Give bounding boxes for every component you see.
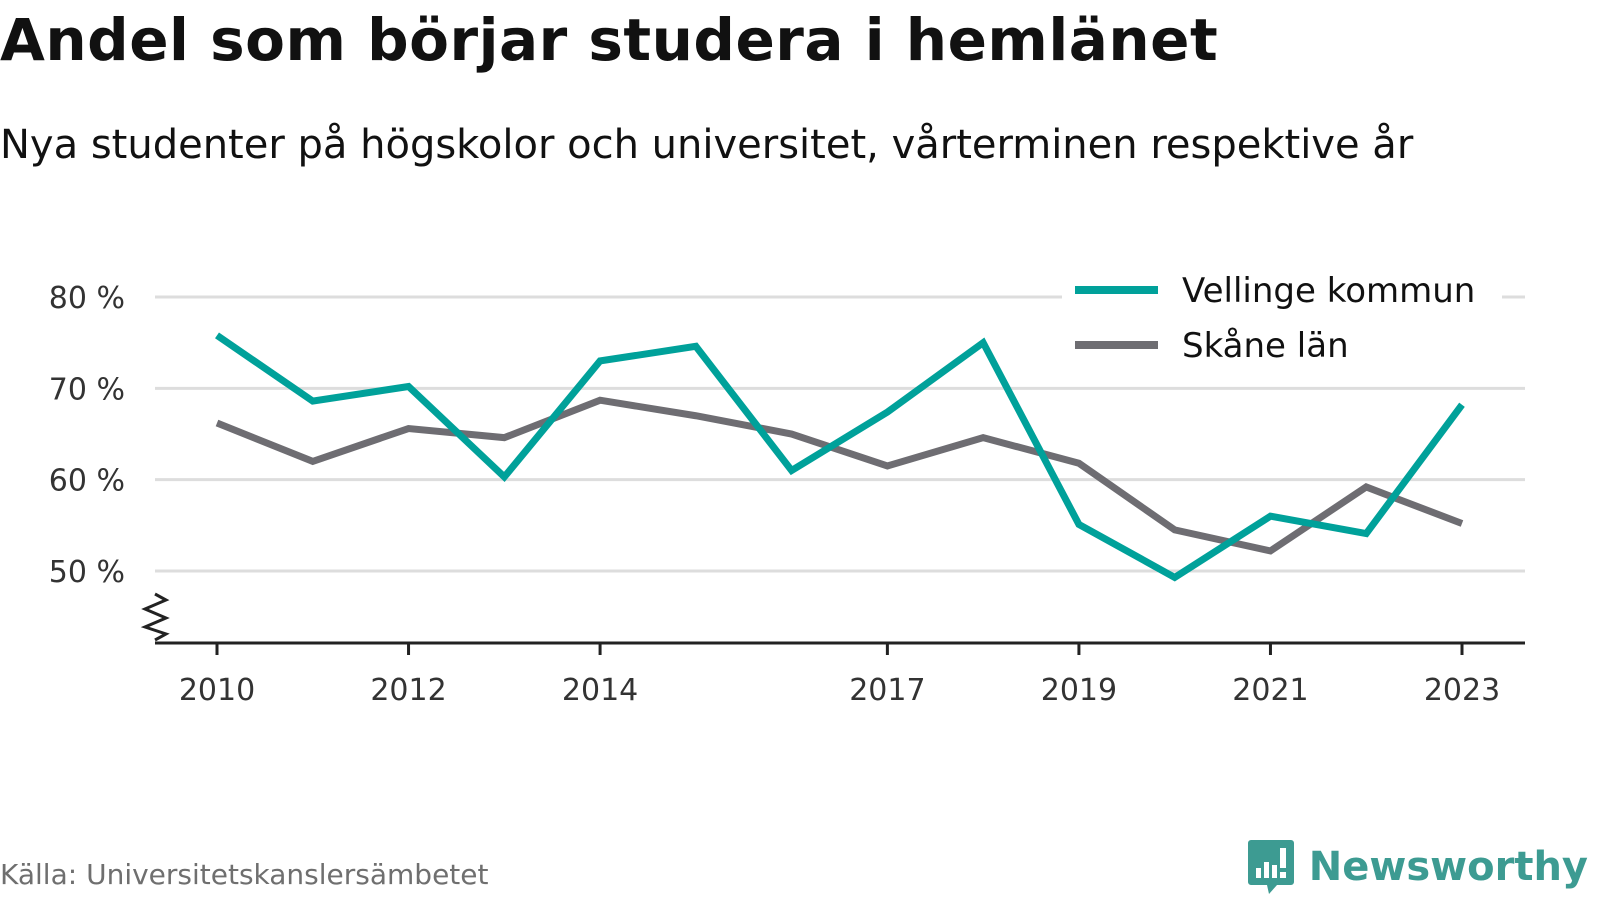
chart-title: Andel som börjar studera i hemlänet xyxy=(0,6,1219,74)
x-tick-label: 2014 xyxy=(562,673,638,708)
brand-logo: Newsworthy xyxy=(1247,838,1588,896)
source-note: Källa: Universitetskanslersämbetet xyxy=(0,858,489,891)
series-lines xyxy=(215,332,1465,582)
y-tick-label: 60 % xyxy=(49,464,125,499)
legend-label-skane: Skåne län xyxy=(1182,326,1349,366)
x-tick-label: 2012 xyxy=(370,673,446,708)
brand-name: Newsworthy xyxy=(1308,844,1588,890)
y-tick-label: 70 % xyxy=(49,372,125,407)
legend: Vellinge kommun Skåne län xyxy=(1062,262,1502,380)
legend-background xyxy=(1062,262,1502,380)
y-tick-label: 80 % xyxy=(49,281,125,316)
x-axis-tick-labels: 2010 2012 2014 2017 2019 2021 2023 xyxy=(179,643,1500,708)
x-tick-label: 2019 xyxy=(1041,673,1117,708)
series-line-skane xyxy=(215,396,1464,555)
x-tick-label: 2021 xyxy=(1232,673,1308,708)
x-tick-label: 2023 xyxy=(1424,673,1500,708)
chart-subtitle: Nya studenter på högskolor och universit… xyxy=(0,122,1414,168)
line-chart: 80 % 70 % 60 % 50 % 2010 2012 2014 2017 2019 202… xyxy=(48,262,1525,708)
y-axis-tick-labels: 80 % 70 % 60 % 50 % xyxy=(49,281,125,590)
newsworthy-logo-icon xyxy=(1247,840,1294,894)
x-tick-label: 2017 xyxy=(849,673,925,708)
x-tick-label: 2010 xyxy=(179,673,255,708)
axes xyxy=(140,592,1525,645)
series-line-vellinge xyxy=(215,332,1465,582)
y-axis-break-icon xyxy=(140,592,170,642)
y-tick-label: 50 % xyxy=(49,555,125,590)
legend-label-vellinge: Vellinge kommun xyxy=(1182,271,1475,311)
